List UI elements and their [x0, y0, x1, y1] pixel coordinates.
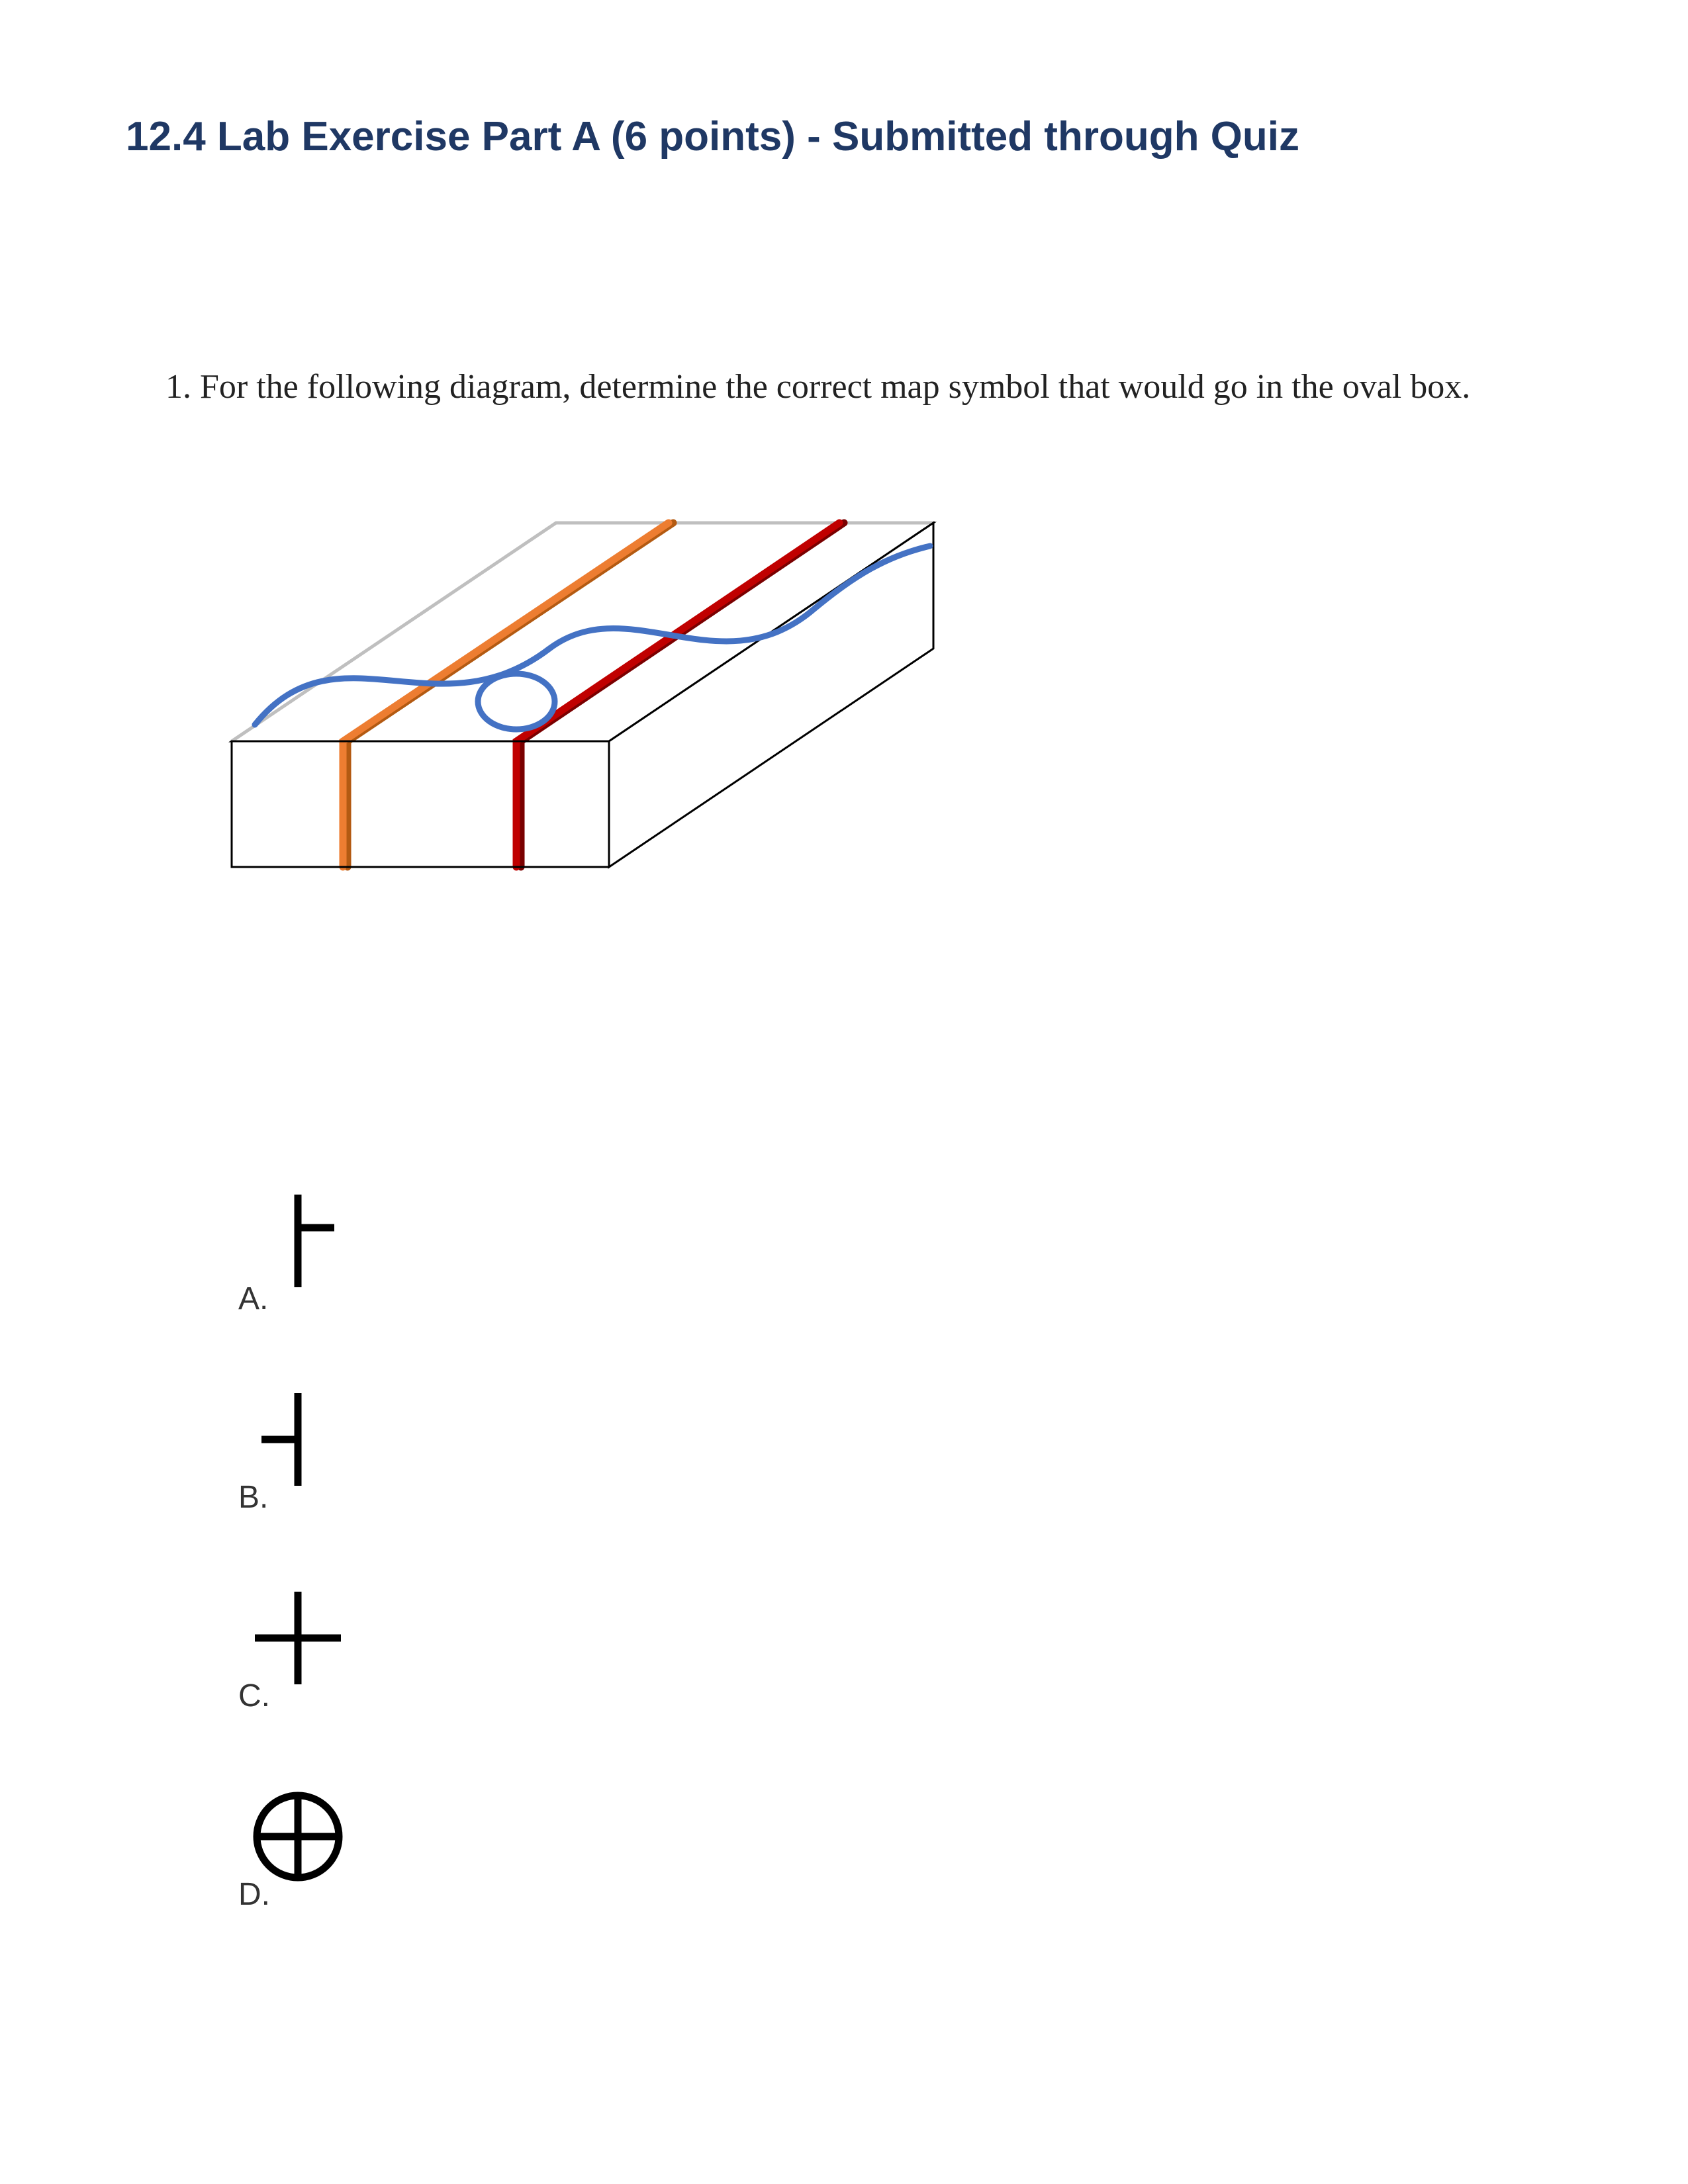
- answer-label-c: C.: [238, 1678, 291, 1727]
- answer-label-d: D.: [238, 1876, 291, 1926]
- answer-options: A. B. C. D.: [238, 1138, 357, 1933]
- document-page: 12.4 Lab Exercise Part A (6 points) - Su…: [0, 0, 1688, 2184]
- answer-label-a: A.: [238, 1281, 291, 1330]
- block-diagram-svg: [205, 496, 960, 1026]
- answer-label-b: B.: [238, 1479, 291, 1529]
- block-diagram: [205, 496, 960, 1026]
- question-text: 1. For the following diagram, determine …: [165, 367, 1523, 406]
- section-heading: 12.4 Lab Exercise Part A (6 points) - Su…: [126, 109, 1417, 165]
